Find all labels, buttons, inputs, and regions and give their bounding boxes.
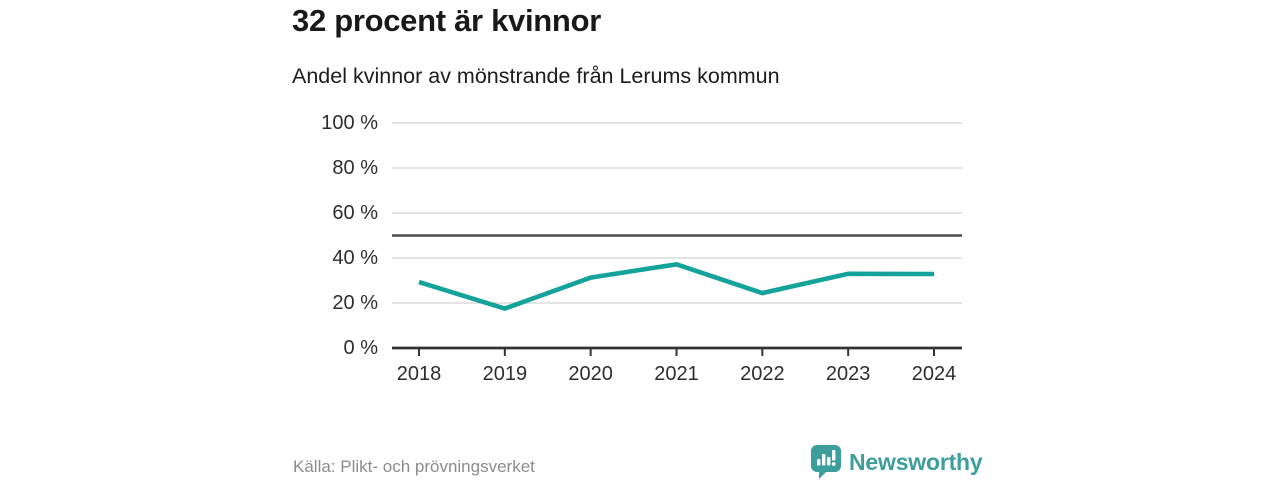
newsworthy-badge-icon [811,445,841,479]
newsworthy-logo: Newsworthy [810,444,983,479]
x-tick-label: 2020 [568,363,613,385]
y-tick-label: 20 % [332,292,378,314]
x-tick-label: 2023 [825,363,871,385]
page-title: 32 procent är kvinnor [292,3,601,38]
x-tick-label: 2024 [911,363,957,385]
newsworthy-wordmark: Newsworthy [849,448,983,475]
page-subtitle: Andel kvinnor av mönstrande från Lerums … [292,64,780,88]
x-tick-label: 2019 [482,363,528,385]
y-tick-label: 100 % [321,112,378,134]
x-tick-label: 2022 [740,363,785,385]
y-tick-label: 80 % [332,157,378,179]
x-tick-label: 2021 [654,363,699,385]
x-tick-label: 2018 [396,363,442,385]
data-line-andel-kvinnor [418,261,935,312]
y-tick-label: 40 % [332,247,378,269]
source-note: Källa: Plikt- och prövningsverket [293,457,535,476]
y-tick-label: 0 % [343,337,378,359]
plot-region [392,122,962,356]
y-tick-label: 60 % [332,202,378,224]
